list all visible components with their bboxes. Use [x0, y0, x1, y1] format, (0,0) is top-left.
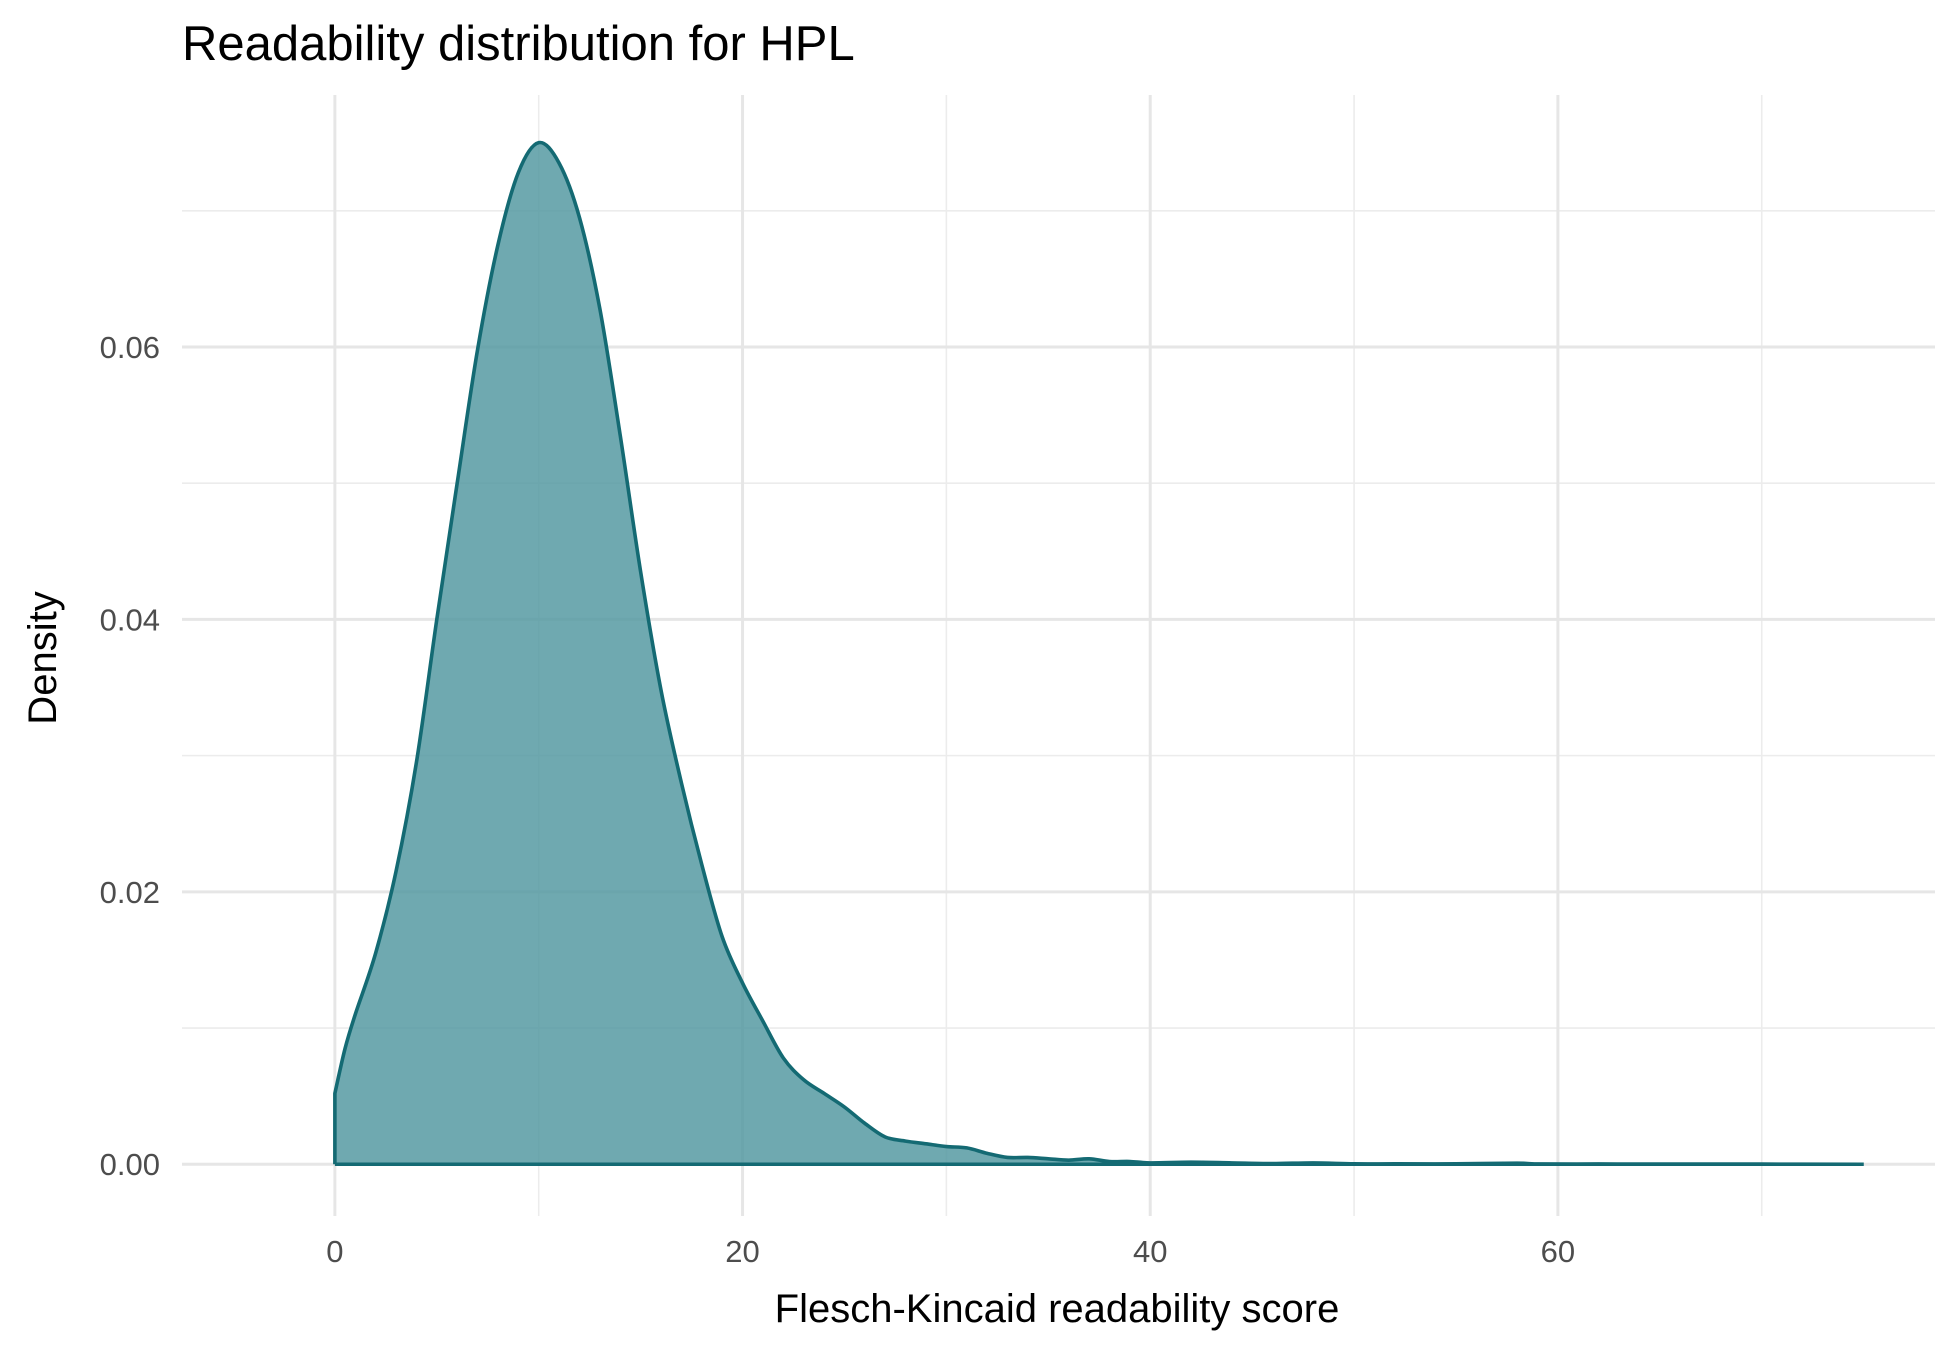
y-tick-label: 0.06	[100, 330, 160, 365]
x-axis-title: Flesch-Kincaid readability score	[775, 1287, 1340, 1331]
x-axis-ticks: 0 20 40 60	[326, 1234, 1575, 1269]
y-axis-title: Density	[21, 591, 65, 724]
x-tick-label: 40	[1133, 1234, 1167, 1269]
y-axis-ticks: 0.00 0.02 0.04 0.06	[100, 330, 160, 1182]
chart-title: Readability distribution for HPL	[182, 17, 855, 71]
density-plot	[333, 140, 1864, 1167]
density-area-fill	[334, 142, 1864, 1165]
x-tick-label: 0	[326, 1234, 343, 1269]
x-tick-label: 20	[725, 1234, 759, 1269]
x-tick-label: 60	[1541, 1234, 1575, 1269]
y-tick-label: 0.02	[100, 875, 160, 910]
y-tick-label: 0.00	[100, 1147, 160, 1182]
y-tick-label: 0.04	[100, 602, 160, 637]
